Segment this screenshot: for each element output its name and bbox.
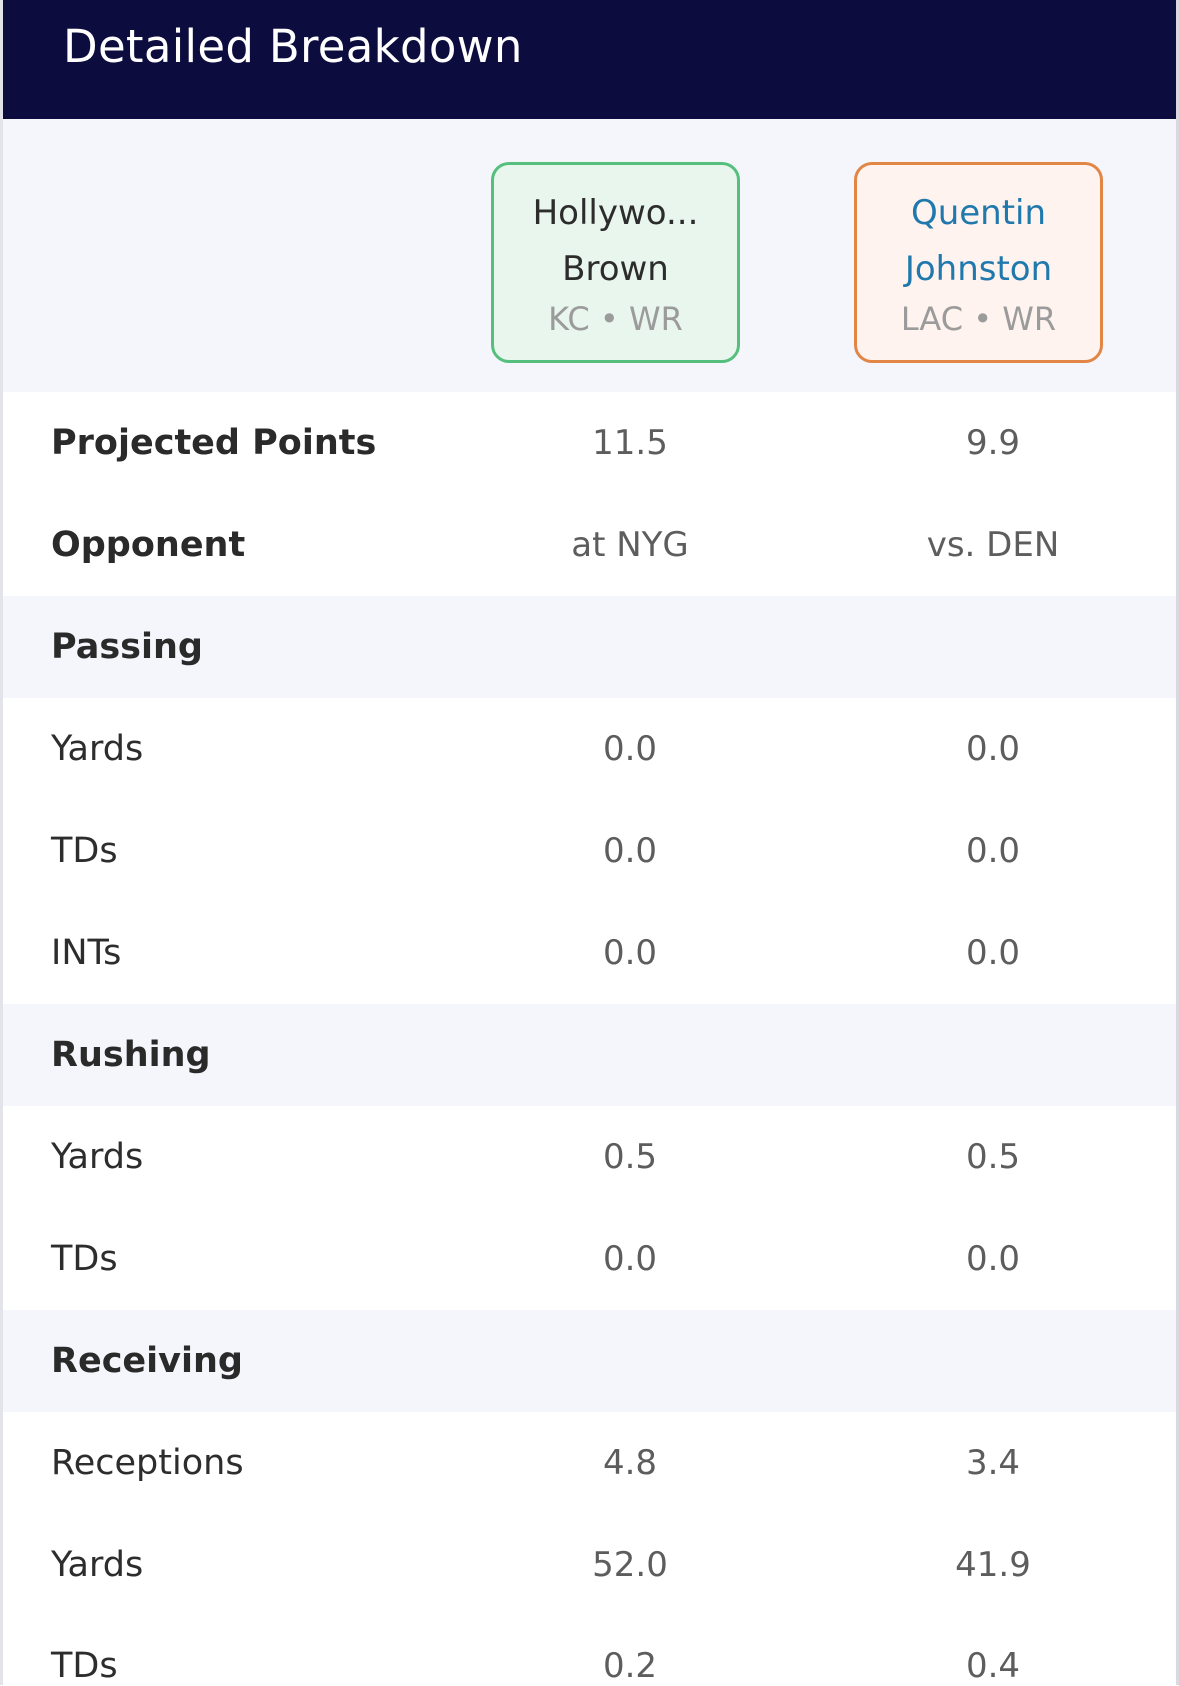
passing-yards-quentin-johnston: 0.0: [965, 729, 1021, 769]
player-card-hollywood-brown[interactable]: Hollywo... Brown KC • WR: [491, 162, 740, 363]
passing-yards-hollywood-brown: 0.0: [602, 729, 658, 769]
passing-tds-label: TDs: [51, 831, 118, 871]
receiving-yards-label: Yards: [51, 1545, 144, 1585]
player-name-hollywood-brown-line-2: Brown: [562, 248, 669, 289]
player-team-position-quentin-johnston: LAC • WR: [900, 299, 1057, 338]
receptions-row: Receptions 4.8 3.4: [3, 1412, 1176, 1514]
rushing-tds-quentin-johnston: 0.0: [965, 1239, 1021, 1279]
passing-ints-quentin-johnston: 0.0: [965, 933, 1021, 973]
section-title-passing: Passing: [51, 627, 203, 667]
player-name-quentin-johnston-line-2: Johnston: [904, 248, 1053, 289]
rushing-tds-label: TDs: [51, 1239, 118, 1279]
rushing-yards-row: Yards 0.5 0.5: [3, 1106, 1176, 1208]
passing-tds-quentin-johnston: 0.0: [965, 831, 1021, 871]
rushing-tds-hollywood-brown: 0.0: [602, 1239, 658, 1279]
section-title-receiving: Receiving: [51, 1341, 243, 1381]
passing-ints-row: INTs 0.0 0.0: [3, 902, 1176, 1004]
rushing-yards-label: Yards: [51, 1137, 144, 1177]
page-title: Detailed Breakdown: [63, 20, 523, 73]
opponent-row: Opponent at NYG vs. DEN: [3, 494, 1176, 596]
rushing-yards-quentin-johnston: 0.5: [965, 1137, 1021, 1177]
receiving-tds-quentin-johnston: 0.4: [965, 1646, 1021, 1686]
rushing-yards-hollywood-brown: 0.5: [602, 1137, 658, 1177]
player-name-hollywood-brown-line-1: Hollywo...: [532, 192, 699, 233]
left-screen-edge: [0, 0, 3, 1685]
opponent-quentin-johnston: vs. DEN: [926, 525, 1060, 565]
receiving-yards-quentin-johnston: 41.9: [955, 1545, 1031, 1585]
section-header-rushing: Rushing: [3, 1004, 1176, 1106]
receiving-tds-row: TDs 0.2 0.4: [3, 1616, 1176, 1686]
section-header-passing: Passing: [3, 596, 1176, 698]
receiving-yards-hollywood-brown: 52.0: [592, 1545, 668, 1585]
projected-points-label: Projected Points: [51, 423, 377, 463]
receiving-tds-label: TDs: [51, 1646, 118, 1686]
receptions-hollywood-brown: 4.8: [602, 1443, 658, 1483]
passing-ints-label: INTs: [51, 933, 122, 973]
passing-tds-hollywood-brown: 0.0: [602, 831, 658, 871]
passing-yards-row: Yards 0.0 0.0: [3, 698, 1176, 800]
player-name-quentin-johnston-line-1: Quentin: [910, 192, 1047, 233]
passing-yards-label: Yards: [51, 729, 144, 769]
receptions-quentin-johnston: 3.4: [965, 1443, 1021, 1483]
section-header-receiving: Receiving: [3, 1310, 1176, 1412]
player-card-quentin-johnston[interactable]: Quentin Johnston LAC • WR: [854, 162, 1103, 363]
receiving-yards-row: Yards 52.0 41.9: [3, 1514, 1176, 1616]
section-title-rushing: Rushing: [51, 1035, 211, 1075]
right-screen-edge: [1176, 0, 1179, 1685]
receiving-tds-hollywood-brown: 0.2: [602, 1646, 658, 1686]
header-bar: Detailed Breakdown: [3, 0, 1176, 119]
projected-points-row: Projected Points 11.5 9.9: [3, 392, 1176, 494]
passing-ints-hollywood-brown: 0.0: [602, 933, 658, 973]
projected-points-quentin-johnston: 9.9: [965, 423, 1021, 463]
receptions-label: Receptions: [51, 1443, 244, 1483]
rushing-tds-row: TDs 0.0 0.0: [3, 1208, 1176, 1310]
projected-points-hollywood-brown: 11.5: [592, 423, 668, 463]
passing-tds-row: TDs 0.0 0.0: [3, 800, 1176, 902]
player-team-position-hollywood-brown: KC • WR: [548, 299, 683, 338]
opponent-hollywood-brown: at NYG: [571, 525, 689, 565]
opponent-label: Opponent: [51, 525, 246, 565]
